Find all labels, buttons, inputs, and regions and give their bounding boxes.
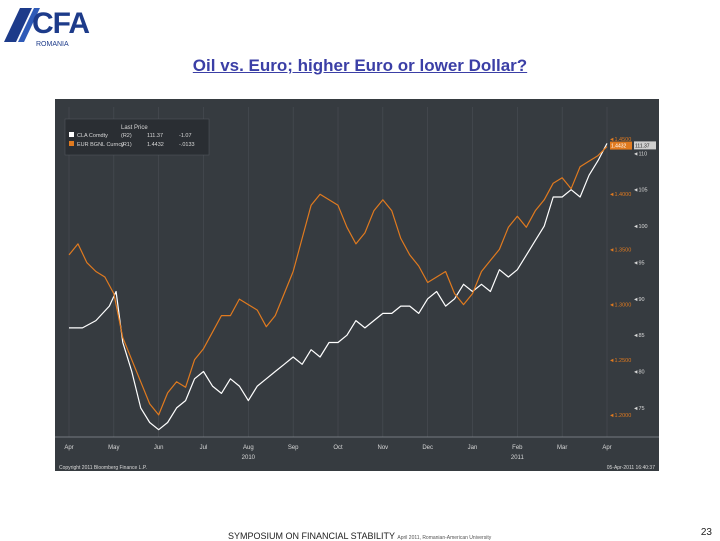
footer-small: April 2011, Romanian-American University bbox=[397, 535, 492, 541]
oil-last-marker bbox=[634, 141, 656, 150]
x-tick-label: Dec bbox=[422, 445, 433, 451]
eur-axis-tick: ◄1.3000 bbox=[609, 303, 631, 309]
x-tick-label: Oct bbox=[333, 445, 343, 451]
x-year-label: 2011 bbox=[511, 455, 525, 461]
cfa-logo: CFA ROMANIA bbox=[2, 4, 102, 50]
x-tick-label: Apr bbox=[602, 445, 611, 451]
logo-text: CFA bbox=[32, 7, 90, 40]
x-tick-label: Mar bbox=[557, 445, 567, 451]
x-tick-label: Aug bbox=[243, 445, 254, 451]
chart-copyright: Copyright 2011 Bloomberg Finance L.P. bbox=[59, 465, 147, 471]
x-tick-label: May bbox=[108, 445, 119, 451]
legend-axis: (R1) bbox=[121, 142, 132, 148]
oil-axis-tick: ◄90 bbox=[633, 297, 645, 303]
oil-axis-tick: ◄75 bbox=[633, 406, 645, 412]
legend-header: Last Price bbox=[121, 125, 148, 131]
oil-last-label: 111.37 bbox=[635, 143, 650, 149]
x-tick-label: Jul bbox=[200, 445, 208, 451]
legend-label: CLA Comdty bbox=[77, 133, 108, 139]
legend-change: -1.07 bbox=[179, 133, 192, 139]
legend-axis: (R2) bbox=[121, 133, 132, 139]
chart-svg: Apr May Jun Jul Aug Sep Oct Nov Dec Jan Feb Mar Apr 2… bbox=[55, 107, 659, 471]
x-tick-label: Jun bbox=[154, 445, 164, 451]
x-tick-label: Apr bbox=[64, 445, 73, 451]
eur-last-label: 1.4432 bbox=[611, 144, 627, 150]
oil-axis-tick: ◄95 bbox=[633, 260, 645, 266]
cfa-logo-mark bbox=[4, 8, 40, 42]
footer-main: SYMPOSIUM ON FINANCIAL STABILITY bbox=[228, 531, 395, 541]
oil-axis-tick: ◄80 bbox=[633, 370, 645, 376]
oil-series-line bbox=[69, 143, 608, 431]
legend-last: 111.37 bbox=[147, 133, 163, 139]
x-tick-label: Sep bbox=[288, 445, 299, 451]
x-tick-label: Feb bbox=[512, 445, 523, 451]
oil-euro-chart: Apr May Jun Jul Aug Sep Oct Nov Dec Jan Feb Mar Apr 2… bbox=[55, 99, 659, 471]
x-year-label: 2010 bbox=[242, 455, 256, 461]
logo-subtitle: ROMANIA bbox=[36, 41, 69, 48]
oil-axis-tick: ◄100 bbox=[633, 224, 648, 230]
legend-box bbox=[64, 118, 210, 156]
oil-axis-tick: ◄110 bbox=[633, 151, 647, 157]
legend-change: -.0133 bbox=[179, 142, 195, 148]
x-tick-label: Nov bbox=[377, 445, 388, 451]
oil-axis-tick: ◄105 bbox=[633, 188, 648, 194]
oil-axis-tick: ◄85 bbox=[633, 333, 645, 339]
eur-series-line bbox=[68, 146, 608, 416]
eur-axis-tick: ◄1.2000 bbox=[609, 413, 631, 419]
legend-swatch bbox=[69, 132, 74, 137]
eur-axis-tick: ◄1.4000 bbox=[609, 192, 631, 198]
footer: SYMPOSIUM ON FINANCIAL STABILITY April 2… bbox=[228, 531, 491, 541]
eur-axis-tick: ◄1.4500 bbox=[609, 137, 631, 143]
legend-last: 1.4432 bbox=[147, 142, 164, 148]
legend-swatch bbox=[69, 141, 74, 146]
legend-label: EUR BGNL Curncy bbox=[77, 142, 124, 148]
x-tick-label: Jan bbox=[468, 445, 478, 451]
eur-axis-tick: ◄1.2500 bbox=[609, 358, 631, 364]
eur-axis-tick: ◄1.3500 bbox=[609, 247, 631, 253]
chart-timestamp: 05-Apr-2011 16:40:37 bbox=[607, 465, 655, 471]
page-number: 23 bbox=[700, 527, 712, 538]
eur-last-marker bbox=[610, 141, 632, 150]
slide-title: Oil vs. Euro; higher Euro or lower Dolla… bbox=[192, 56, 528, 75]
